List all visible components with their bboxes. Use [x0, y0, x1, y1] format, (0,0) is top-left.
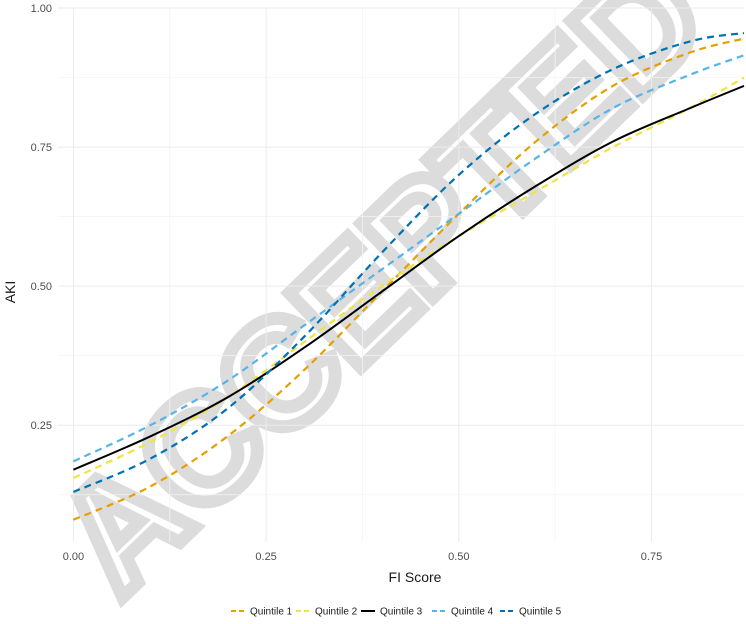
legend: Quintile 1 Quintile 2 Quintile 3 Quintile 4… — [231, 607, 562, 618]
legend-label: Quintile 2 — [315, 607, 358, 618]
x-tick-label: 0.25 — [255, 551, 276, 563]
y-tick-label: 0.75 — [31, 142, 52, 154]
legend-label: Quintile 5 — [519, 607, 562, 618]
x-tick-label: 0.00 — [63, 551, 84, 563]
y-tick-label: 1.00 — [31, 3, 52, 15]
y-tick-label: 0.25 — [31, 420, 52, 432]
x-axis-title: FI Score — [389, 569, 442, 585]
x-tick-label: 0.50 — [448, 551, 469, 563]
series-lines — [72, 31, 745, 521]
watermark-text: ACCEPTED — [26, 0, 736, 623]
x-axis-ticks: 0.00 0.25 0.50 0.75 — [63, 551, 663, 563]
legend-label: Quintile 1 — [250, 607, 293, 618]
series-line-quintile-4 — [72, 54, 745, 463]
y-axis-ticks: 0.25 0.50 0.75 1.00 — [31, 3, 52, 432]
watermark: ACCEPTED — [19, 0, 742, 624]
y-tick-label: 0.50 — [31, 281, 52, 293]
legend-label: Quintile 4 — [451, 607, 494, 618]
series-line-quintile-2 — [72, 76, 745, 480]
x-tick-label: 0.75 — [641, 551, 662, 563]
legend-label: Quintile 3 — [380, 607, 423, 618]
series-line-quintile-3 — [73, 84, 745, 471]
series-line-quintile-1 — [72, 37, 745, 521]
y-axis-title: AKI — [2, 281, 18, 304]
